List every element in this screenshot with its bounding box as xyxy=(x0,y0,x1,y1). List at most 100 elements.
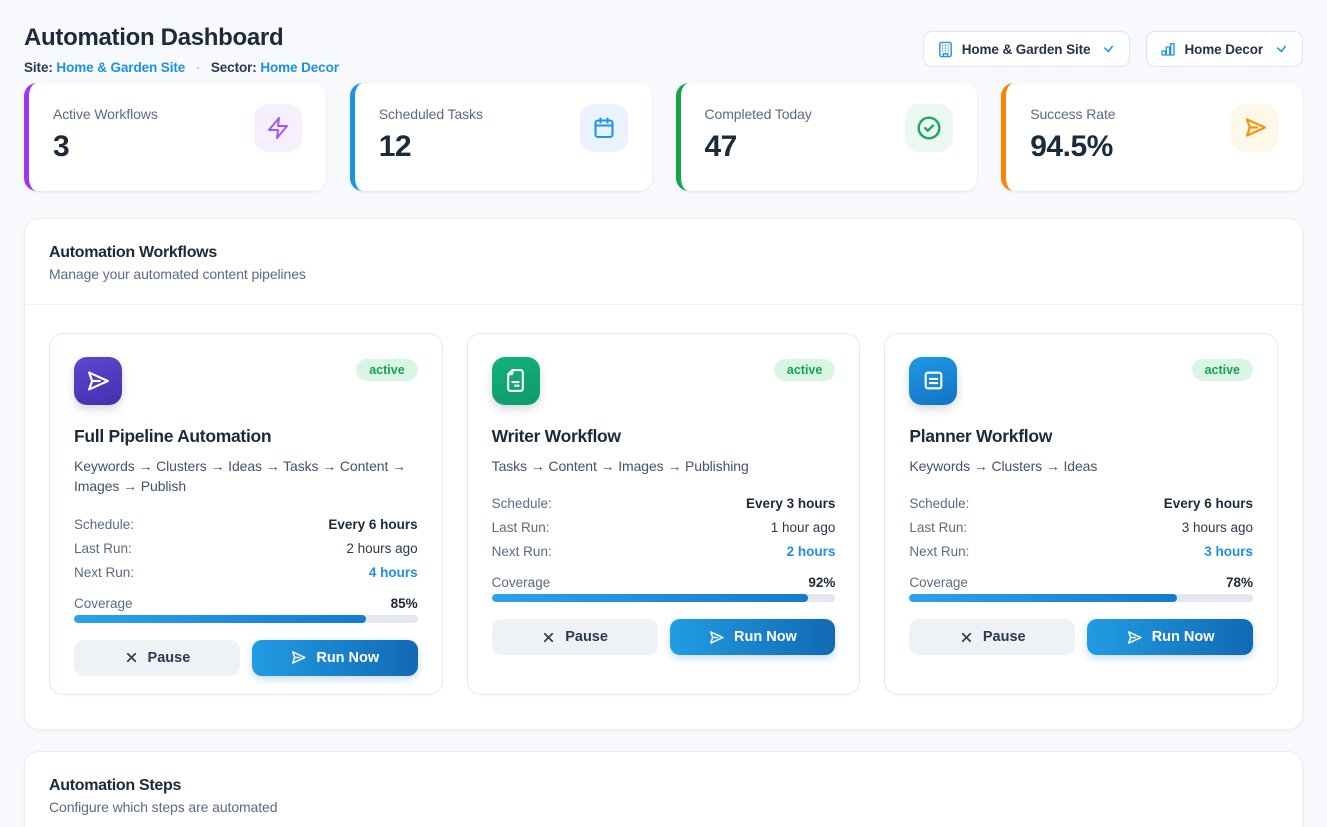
stat-cards-row: Active Workflows 3 Scheduled Tasks 12 Co… xyxy=(24,82,1303,191)
breadcrumb-separator: · xyxy=(195,59,201,75)
next-run-label: Next Run: xyxy=(74,564,135,580)
schedule-row: Schedule: Every 3 hours xyxy=(492,496,836,512)
schedule-label: Schedule: xyxy=(74,516,135,532)
last-run-value: 1 hour ago xyxy=(770,520,836,536)
stat-label: Active Workflows xyxy=(53,105,158,122)
workflow-actions: Pause Run Now xyxy=(74,639,418,676)
steps-panel-header: Automation Steps Configure which steps a… xyxy=(25,752,1302,827)
pause-button-label: Pause xyxy=(982,629,1026,646)
coverage-head: Coverage 78% xyxy=(909,575,1253,591)
steps-panel-title: Automation Steps xyxy=(49,776,182,794)
coverage-progress-fill xyxy=(74,614,367,623)
run-now-button[interactable]: Run Now xyxy=(251,639,418,676)
stat-value: 94.5% xyxy=(1030,129,1113,163)
stat-text: Active Workflows 3 xyxy=(53,104,158,191)
run-now-button[interactable]: Run Now xyxy=(1087,619,1254,656)
coverage-percentage: 92% xyxy=(808,575,836,591)
workflow-card-writer: active Writer Workflow Tasks → Content →… xyxy=(466,332,861,695)
coverage-section: Coverage 78% xyxy=(909,575,1254,603)
workflow-actions: Pause Run Now xyxy=(491,619,836,656)
schedule-row: Schedule: Every 6 hours xyxy=(74,517,418,533)
stat-text: Completed Today 47 xyxy=(705,104,812,191)
coverage-section: Coverage 92% xyxy=(491,575,836,603)
stat-label: Success Rate xyxy=(1030,105,1116,122)
next-run-value: 4 hours xyxy=(368,564,418,580)
last-run-row: Last Run: 3 hours ago xyxy=(909,520,1253,536)
workflow-pipeline-steps: Keywords → Clusters → Ideas → Tasks → Co… xyxy=(74,457,406,495)
stat-label: Scheduled Tasks xyxy=(378,105,483,122)
automation-workflows-panel: Automation Workflows Manage your automat… xyxy=(24,217,1303,730)
workflow-card-top: active xyxy=(491,356,836,405)
coverage-progress-fill xyxy=(491,594,808,603)
check-circle-icon xyxy=(905,103,954,152)
workflow-title: Planner Workflow xyxy=(909,425,1053,446)
stat-value: 47 xyxy=(704,129,738,163)
sector-selector[interactable]: Home Decor xyxy=(1146,31,1303,67)
workflows-panel-title: Automation Workflows xyxy=(49,243,217,261)
last-run-label: Last Run: xyxy=(909,520,968,536)
coverage-label: Coverage xyxy=(74,595,133,611)
next-run-label: Next Run: xyxy=(909,544,970,560)
schedule-label: Schedule: xyxy=(491,496,552,512)
pause-button[interactable]: Pause xyxy=(74,639,240,676)
breadcrumb-sector-link[interactable]: Home Decor xyxy=(260,59,339,75)
file-text-icon xyxy=(491,356,540,405)
run-now-button[interactable]: Run Now xyxy=(669,619,836,656)
stat-text: Scheduled Tasks 12 xyxy=(379,104,483,191)
breadcrumb: Site: Home & Garden Site · Sector: Home … xyxy=(24,60,339,75)
coverage-percentage: 78% xyxy=(1225,575,1254,591)
pause-button[interactable]: Pause xyxy=(491,619,658,656)
pause-button-label: Pause xyxy=(565,629,608,646)
workflow-card-top: active xyxy=(74,356,418,405)
send-icon xyxy=(290,649,307,666)
pause-button[interactable]: Pause xyxy=(909,619,1076,656)
pause-button-label: Pause xyxy=(147,649,191,666)
workflow-actions: Pause Run Now xyxy=(909,619,1254,656)
last-run-value: 2 hours ago xyxy=(346,540,418,556)
coverage-label: Coverage xyxy=(909,575,968,591)
workflow-cards-grid: active Full Pipeline Automation Keywords… xyxy=(25,305,1302,729)
schedule-value: Every 6 hours xyxy=(328,516,418,532)
next-run-label: Next Run: xyxy=(491,544,552,560)
status-badge: active xyxy=(1191,358,1254,381)
schedule-value: Every 3 hours xyxy=(746,496,836,512)
header-left: Automation Dashboard Site: Home & Garden… xyxy=(24,24,339,75)
stat-card-completed-today: Completed Today 47 xyxy=(675,82,978,191)
chevron-down-icon xyxy=(1101,42,1116,57)
x-icon xyxy=(124,650,139,665)
sector-selector-label: Home Decor xyxy=(1184,41,1263,57)
status-badge: active xyxy=(356,358,418,381)
run-now-button-label: Run Now xyxy=(316,649,380,666)
breadcrumb-site-link[interactable]: Home & Garden Site xyxy=(56,59,186,75)
send-icon xyxy=(74,356,122,405)
workflow-details: Schedule: Every 6 hours Last Run: 2 hour… xyxy=(74,517,418,581)
workflow-title: Writer Workflow xyxy=(491,425,621,446)
site-selector[interactable]: Home & Garden Site xyxy=(922,31,1131,67)
last-run-label: Last Run: xyxy=(74,540,132,556)
next-run-value: 2 hours xyxy=(786,544,836,560)
schedule-row: Schedule: Every 6 hours xyxy=(909,496,1253,512)
last-run-row: Last Run: 2 hours ago xyxy=(74,541,418,557)
bar-chart-icon xyxy=(1160,41,1176,57)
status-badge: active xyxy=(773,358,836,381)
breadcrumb-site-label: Site: xyxy=(24,59,53,75)
stat-card-success-rate: Success Rate 94.5% xyxy=(1001,82,1303,191)
coverage-progress-fill xyxy=(909,594,1178,603)
stat-label: Completed Today xyxy=(704,105,812,122)
coverage-progress-bar xyxy=(909,594,1254,603)
run-now-button-label: Run Now xyxy=(1151,629,1215,646)
workflow-title: Full Pipeline Automation xyxy=(74,425,272,446)
last-run-label: Last Run: xyxy=(491,520,550,536)
x-icon xyxy=(959,630,974,645)
coverage-head: Coverage 85% xyxy=(74,596,418,612)
send-icon xyxy=(708,629,725,646)
coverage-progress-bar xyxy=(74,614,418,623)
x-icon xyxy=(541,630,556,645)
calendar-icon xyxy=(579,103,628,152)
header-selectors: Home & Garden Site Home Decor xyxy=(922,31,1303,67)
topbar: Automation Dashboard Site: Home & Garden… xyxy=(24,0,1303,75)
zap-icon xyxy=(253,103,302,152)
breadcrumb-sector-label: Sector: xyxy=(210,59,257,75)
automation-steps-panel: Automation Steps Configure which steps a… xyxy=(24,750,1303,827)
